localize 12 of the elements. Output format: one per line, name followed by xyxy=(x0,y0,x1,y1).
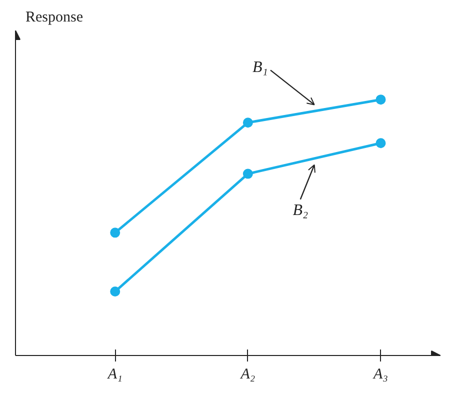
x-tick-label: A₁ xyxy=(106,366,122,382)
point xyxy=(376,94,386,105)
point xyxy=(376,138,386,148)
point xyxy=(242,168,253,179)
text: B₂ xyxy=(292,202,308,219)
point xyxy=(242,118,253,128)
x-tick-label: A₂ xyxy=(240,366,256,382)
point xyxy=(110,286,120,297)
point xyxy=(110,228,120,238)
y-axis-title: Response xyxy=(26,10,84,26)
text: B₁ xyxy=(252,59,268,76)
x-tick-label: A₃ xyxy=(372,366,388,382)
